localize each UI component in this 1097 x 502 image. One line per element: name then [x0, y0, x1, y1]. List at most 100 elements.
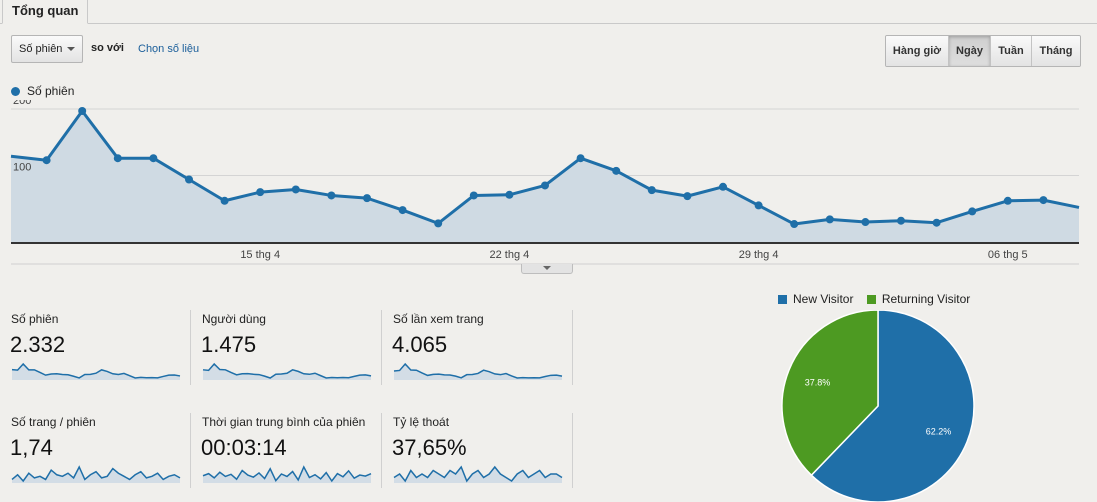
data-point: [327, 191, 336, 200]
x-tick-label: 15 thg 4: [240, 249, 280, 261]
sparkline-line: [393, 465, 563, 483]
daily-button[interactable]: Ngày: [949, 36, 991, 66]
sparkline-area: [12, 467, 180, 483]
series-dot-icon: [11, 87, 20, 96]
data-point: [1039, 196, 1048, 205]
metric-tile-bounce-rate: Tỷ lệ thoát 37,65%: [392, 413, 573, 488]
metric-label: Tỷ lệ thoát: [393, 415, 450, 429]
metric-tile-pageviews: Số lần xem trang 4.065: [392, 310, 573, 385]
data-point: [220, 196, 229, 205]
data-point: [78, 106, 87, 115]
choose-metric-link[interactable]: Chọn số liệu: [138, 43, 200, 55]
metric-tile-sessions: Số phiên 2.332: [10, 310, 191, 385]
metric-sparkline: [11, 362, 181, 380]
sparkline-area: [394, 467, 562, 483]
metric-value: 37,65%: [392, 435, 467, 460]
legend-label: New Visitor: [793, 292, 854, 306]
sparkline-line: [202, 362, 372, 379]
data-point: [968, 207, 977, 216]
metric-sparkline: [11, 465, 181, 483]
tab-overview[interactable]: Tổng quan: [2, 0, 89, 24]
chevron-down-icon: [543, 266, 551, 270]
data-point: [683, 192, 692, 201]
series-area: [11, 110, 1079, 243]
sessions-line-chart: 100 200 15 thg 4 22 thg 4 29 thg 4 06 thg 5: [10, 100, 1080, 265]
metric-sparkline: [393, 362, 563, 380]
sparkline-area: [203, 467, 371, 483]
metric-label: Số trang / phiên: [11, 415, 96, 429]
legend-label: Returning Visitor: [881, 292, 971, 306]
x-tick-label: 29 thg 4: [739, 249, 779, 261]
sparkline-line: [202, 465, 372, 483]
metric-sparkline: [393, 465, 563, 483]
metric-value: 1,74: [10, 435, 53, 460]
data-point: [647, 186, 656, 195]
data-point: [612, 166, 621, 175]
chart-legend: Số phiên: [11, 84, 74, 98]
divider: [572, 310, 573, 385]
metric-tile-users: Người dùng 1.475: [201, 310, 382, 385]
visitor-pie-chart: 62.2% 37.8%: [781, 310, 975, 502]
sparkline-line: [393, 362, 563, 379]
hourly-button[interactable]: Hàng giờ: [886, 36, 949, 66]
data-point: [42, 156, 51, 165]
sparkline-area: [12, 364, 180, 380]
sparkline-line: [11, 362, 181, 379]
data-point: [576, 154, 585, 163]
data-point: [434, 219, 443, 228]
divider: [381, 310, 382, 385]
legend-swatch: [866, 295, 876, 304]
metric-label: Thời gian trung bình của phiên: [202, 415, 366, 429]
divider: [190, 413, 191, 488]
chevron-down-icon: [67, 47, 75, 51]
metric-tile-pages-per-session: Số trang / phiên 1,74: [10, 413, 191, 488]
divider: [381, 413, 382, 488]
metric-sparkline: [202, 465, 372, 483]
metric-value: 1.475: [201, 332, 257, 357]
x-tick-label: 06 thg 5: [988, 249, 1028, 261]
pie-legend: New Visitor Returning Visitor: [778, 292, 980, 306]
data-point: [932, 218, 941, 227]
data-point: [149, 154, 158, 163]
data-point: [825, 215, 834, 224]
data-point: [861, 218, 870, 227]
data-point: [719, 182, 727, 191]
pie-slice-0: [810, 310, 975, 502]
legend-returning-visitor: Returning Visitor: [866, 292, 971, 306]
metric-label: Người dùng: [202, 312, 266, 326]
metric-select[interactable]: Số phiên: [11, 35, 83, 63]
y-tick-label: 200: [13, 100, 31, 107]
data-point: [256, 188, 265, 197]
legend-new-visitor: New Visitor: [778, 292, 853, 306]
data-point: [541, 181, 549, 190]
granularity-buttons: Hàng giờ Ngày Tuần Tháng: [885, 35, 1081, 67]
data-point: [113, 154, 122, 163]
x-tick-label: 22 thg 4: [490, 249, 530, 261]
sparkline-area: [394, 364, 562, 380]
data-point: [291, 185, 300, 194]
data-point: [1003, 196, 1012, 205]
metric-label: Số phiên: [11, 312, 59, 326]
sparkline-area: [203, 364, 371, 380]
pie-slice-label: 62.2%: [926, 426, 952, 436]
data-point: [754, 201, 763, 210]
metric-label: Số lần xem trang: [393, 312, 484, 326]
data-point: [469, 191, 478, 200]
sparkline-line: [11, 465, 181, 483]
data-point: [790, 220, 799, 229]
metric-value: 4.065: [392, 332, 448, 357]
metric-tile-avg-duration: Thời gian trung bình của phiên 00:03:14: [201, 413, 382, 488]
legend-series-name: Số phiên: [27, 84, 75, 98]
data-point: [897, 216, 905, 225]
chart-expand-handle[interactable]: [521, 264, 573, 274]
data-point: [398, 206, 407, 215]
data-point: [363, 194, 371, 203]
tab-bar: Tổng quan: [0, 0, 1097, 24]
metric-select-value: Số phiên: [19, 43, 63, 55]
data-point: [505, 190, 514, 199]
divider: [190, 310, 191, 385]
monthly-button[interactable]: Tháng: [1032, 36, 1080, 66]
compare-label: so với: [91, 42, 124, 54]
metric-value: 00:03:14: [201, 435, 287, 460]
weekly-button[interactable]: Tuần: [991, 36, 1032, 66]
